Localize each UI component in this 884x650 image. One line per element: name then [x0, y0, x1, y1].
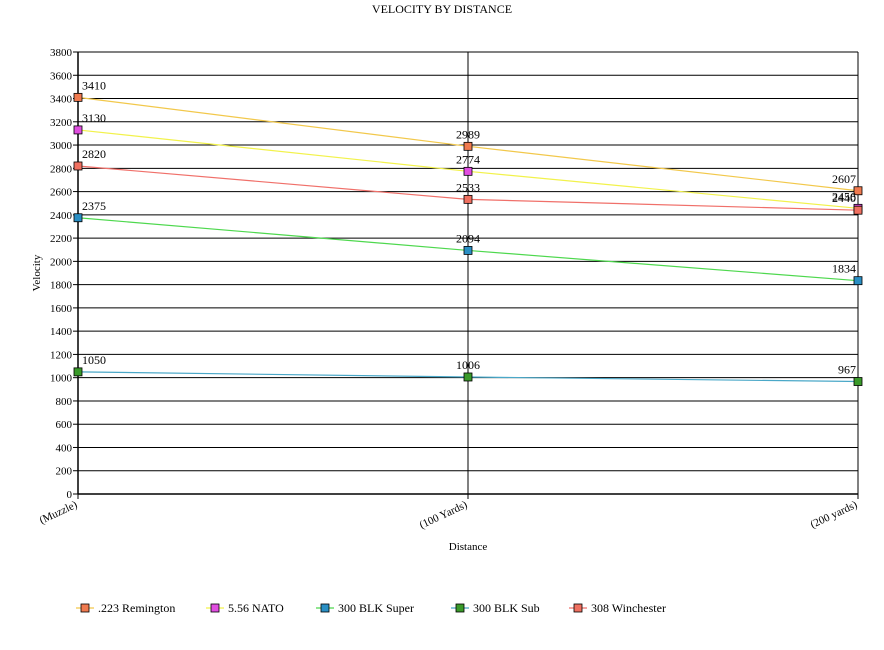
- data-label: 2533: [456, 180, 480, 194]
- data-point-marker: [853, 186, 863, 196]
- legend-label: 5.56 NATO: [228, 601, 284, 615]
- data-point-marker: [73, 213, 83, 223]
- legend-marker: [320, 603, 330, 613]
- data-label: 3410: [82, 78, 106, 92]
- y-tick-label: 200: [56, 466, 73, 478]
- data-label: 2820: [82, 147, 106, 161]
- y-tick-label: 3400: [50, 94, 73, 106]
- legend-item: 300 BLK Sub: [451, 601, 540, 615]
- y-tick-label: 600: [56, 419, 73, 431]
- y-tick-label: 1200: [50, 349, 73, 361]
- data-label: 2094: [456, 231, 480, 245]
- data-label: 2375: [82, 199, 106, 213]
- data-point-marker: [463, 372, 473, 382]
- y-tick-label: 2400: [50, 210, 73, 222]
- legend-marker: [210, 603, 220, 613]
- data-label: 2774: [456, 152, 480, 166]
- data-point-marker: [463, 141, 473, 151]
- legend-label: 300 BLK Super: [338, 601, 414, 615]
- y-tick-label: 0: [67, 489, 73, 501]
- legend-item: 5.56 NATO: [206, 601, 284, 615]
- y-tick-label: 3600: [50, 70, 73, 82]
- chart-title: VELOCITY BY DISTANCE: [372, 2, 512, 16]
- y-tick-label: 3000: [50, 140, 73, 152]
- x-tick-label: (100 Yards): [418, 499, 470, 532]
- data-point-marker: [853, 205, 863, 215]
- y-tick-label: 3200: [50, 117, 73, 129]
- y-tick-label: 1600: [50, 303, 73, 315]
- y-tick-label: 400: [56, 442, 73, 454]
- data-label: 1834: [832, 262, 856, 276]
- legend-item: .223 Remington: [76, 601, 175, 615]
- y-tick-label: 1800: [50, 280, 73, 292]
- data-point-marker: [73, 161, 83, 171]
- legend-marker: [573, 603, 583, 613]
- data-point-marker: [463, 246, 473, 255]
- data-point-marker: [463, 166, 473, 176]
- y-axis-label: Velocity: [31, 254, 43, 291]
- y-tick-label: 1400: [50, 326, 73, 338]
- data-label: 2440: [832, 191, 856, 205]
- legend-label: 308 Winchester: [591, 601, 666, 615]
- legend-label: 300 BLK Sub: [473, 601, 540, 615]
- data-label: 1006: [456, 358, 480, 372]
- data-point-marker: [463, 194, 473, 204]
- legend: .223 Remington 5.56 NATO 300 BLK Super 300 …: [76, 601, 666, 615]
- data-point-marker: [73, 125, 83, 135]
- y-tick-label: 1000: [50, 373, 73, 385]
- legend-marker: [455, 603, 465, 613]
- y-tick-label: 2000: [50, 256, 73, 268]
- data-point-marker: [853, 276, 863, 286]
- data-label: 3130: [82, 111, 106, 125]
- legend-label: .223 Remington: [98, 601, 175, 615]
- data-label: 2456: [832, 189, 856, 203]
- data-label: 967: [838, 363, 856, 377]
- data-point-marker: [73, 367, 83, 377]
- data-label: 1050: [82, 353, 106, 367]
- legend-item: 308 Winchester: [569, 601, 666, 615]
- data-point-marker: [853, 377, 863, 386]
- y-tick-label: 2800: [50, 163, 73, 175]
- y-tick-label: 800: [56, 396, 73, 408]
- data-label: 2607: [832, 172, 856, 186]
- y-tick-label: 2200: [50, 233, 73, 245]
- x-axis-label: Distance: [449, 541, 488, 553]
- x-tick-label: (200 yards): [809, 499, 860, 531]
- data-label: 2989: [456, 127, 480, 141]
- legend-marker: [80, 603, 90, 613]
- legend-item: 300 BLK Super: [316, 601, 414, 615]
- x-tick-label: (Muzzle): [38, 499, 80, 527]
- data-point-marker: [73, 92, 83, 102]
- y-tick-label: 3800: [50, 47, 73, 59]
- y-tick-label: 2600: [50, 187, 73, 199]
